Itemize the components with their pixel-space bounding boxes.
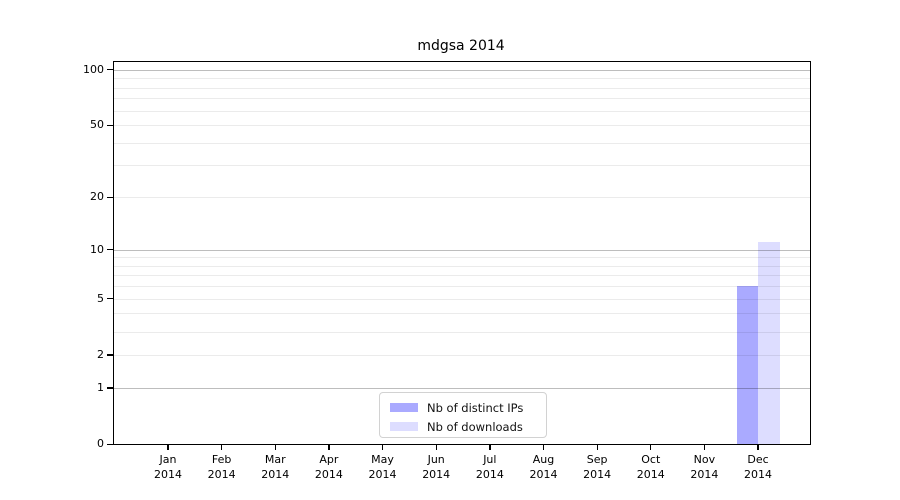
gridline-minor — [114, 257, 810, 259]
x-axis-tick — [703, 444, 706, 450]
legend-label-distinct-ips: Nb of distinct IPs — [427, 400, 524, 415]
y-axis-tick — [107, 443, 114, 445]
gridline-minor — [114, 331, 810, 333]
y-axis-tick — [107, 354, 114, 356]
y-axis-tick — [107, 69, 114, 71]
legend-swatch-downloads — [390, 421, 418, 432]
y-axis-tick — [107, 196, 114, 198]
x-axis-tick-label: Mar 2014 — [261, 453, 290, 481]
gridline-minor — [114, 313, 810, 315]
x-axis-tick-label: Jun 2014 — [422, 453, 451, 481]
x-axis-tick — [328, 444, 330, 450]
x-axis-tick — [167, 444, 169, 450]
x-axis-tick — [542, 444, 545, 450]
x-axis-tick — [274, 444, 276, 450]
gridline-minor — [114, 354, 810, 356]
gridline-major — [114, 69, 810, 71]
y-axis-tick-label: 0 — [97, 437, 104, 450]
gridline-minor — [114, 110, 810, 112]
legend-item-distinct-ips: Nb of distinct IPs — [390, 398, 546, 417]
x-axis-tick-label: Jul 2014 — [475, 453, 504, 481]
x-axis-tick — [596, 444, 598, 450]
y-axis-tick — [107, 298, 114, 300]
y-axis-tick — [107, 249, 114, 251]
y-axis-tick-label: 50 — [90, 118, 104, 132]
gridline-minor — [114, 142, 810, 144]
legend-swatch-distinct-ips — [390, 402, 418, 413]
x-axis-tick-label: Oct 2014 — [636, 453, 665, 481]
x-axis-tick-label: Apr 2014 — [314, 453, 343, 481]
y-axis-tick-label: 20 — [90, 190, 104, 204]
gridline-minor — [114, 275, 810, 277]
x-axis-tick-label: Sep 2014 — [583, 453, 612, 481]
gridline-minor — [114, 125, 810, 127]
x-axis-tick-label: Aug 2014 — [529, 453, 558, 481]
y-axis-tick-label: 1 — [97, 380, 104, 394]
gridline-minor — [114, 87, 810, 89]
bar-downloads-dec — [758, 242, 780, 444]
x-axis-tick — [221, 444, 223, 450]
x-axis-tick-label: Dec 2014 — [744, 453, 773, 481]
gridline-minor — [114, 286, 810, 288]
y-axis-tick-label: 5 — [97, 291, 104, 305]
gridline-minor — [114, 98, 810, 100]
y-axis-tick — [107, 387, 114, 389]
gridline-minor — [114, 197, 810, 199]
bar-distinct-ips-dec — [736, 286, 759, 444]
plot-area: Nb of distinct IPs Nb of downloads 0 1 2 5 1… — [83, 61, 811, 481]
x-axis-tick — [381, 444, 384, 450]
y-axis-tick-label: 2 — [97, 347, 104, 361]
legend-label-downloads: Nb of downloads — [427, 419, 523, 434]
x-axis-tick — [650, 444, 652, 450]
gridline-minor — [114, 265, 810, 267]
chart-title: mdgsa 2014 — [417, 38, 505, 54]
legend-item-downloads: Nb of downloads — [390, 417, 546, 436]
x-axis-tick — [435, 444, 437, 450]
gridline-minor — [114, 78, 810, 80]
x-axis-tick — [489, 444, 491, 450]
y-axis-tick — [107, 124, 114, 126]
x-axis-tick-label: Jan 2014 — [154, 453, 182, 481]
legend: Nb of distinct IPs Nb of downloads — [379, 392, 547, 438]
gridline-minor — [114, 298, 810, 300]
gridline-minor — [114, 165, 810, 167]
x-axis-tick-label: May 2014 — [368, 453, 397, 481]
x-axis-tick-label: Nov 2014 — [690, 453, 719, 481]
gridline-major — [114, 249, 810, 251]
y-axis-tick-label: 10 — [90, 242, 104, 256]
y-axis-tick-label: 100 — [83, 62, 104, 76]
gridline-major — [114, 387, 810, 389]
x-axis-tick-label: Feb 2014 — [207, 453, 236, 481]
x-axis-tick — [757, 444, 759, 450]
